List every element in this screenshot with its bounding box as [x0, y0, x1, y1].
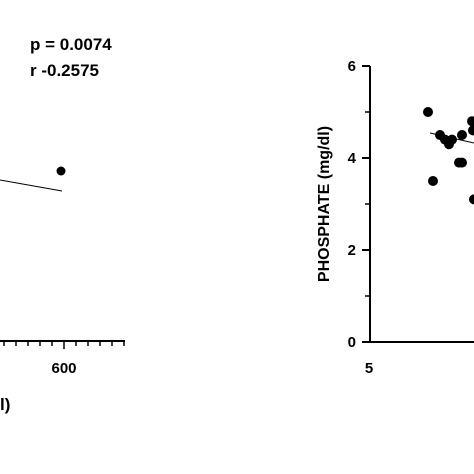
data-point — [444, 139, 454, 150]
right-x-tick-label-5: 5 — [365, 360, 373, 377]
right-panel: 0 2 4 6 PHOSPHATE (mg/dl) 5 — [316, 58, 474, 377]
data-point — [469, 194, 474, 205]
data-point — [467, 116, 474, 127]
data-point — [457, 157, 467, 168]
p-value-annotation: p = 0.0074 — [30, 35, 112, 54]
right-points — [423, 107, 474, 205]
data-point — [428, 176, 438, 186]
data-point — [457, 130, 467, 140]
data-point — [423, 107, 433, 117]
left-regression-line — [0, 179, 63, 192]
right-y-tick-label: 0 — [348, 334, 356, 351]
data-point — [468, 125, 474, 136]
right-y-tick-label: 6 — [348, 58, 356, 75]
right-y-tick-label: 4 — [348, 150, 357, 167]
left-x-axis-label: l) — [0, 395, 10, 414]
left-data-point — [56, 166, 66, 176]
right-y-axis-label: PHOSPHATE (mg/dl) — [316, 126, 333, 282]
left-x-tick-label-600: 600 — [51, 360, 76, 377]
left-panel: p = 0.0074 r -0.2575 600 l) — [0, 35, 125, 414]
right-y-tick-label: 2 — [348, 242, 356, 259]
r-value-annotation: r -0.2575 — [30, 61, 99, 80]
right-y-ticks: 0 2 4 6 — [348, 58, 370, 351]
left-x-minor-ticks — [3, 341, 125, 349]
